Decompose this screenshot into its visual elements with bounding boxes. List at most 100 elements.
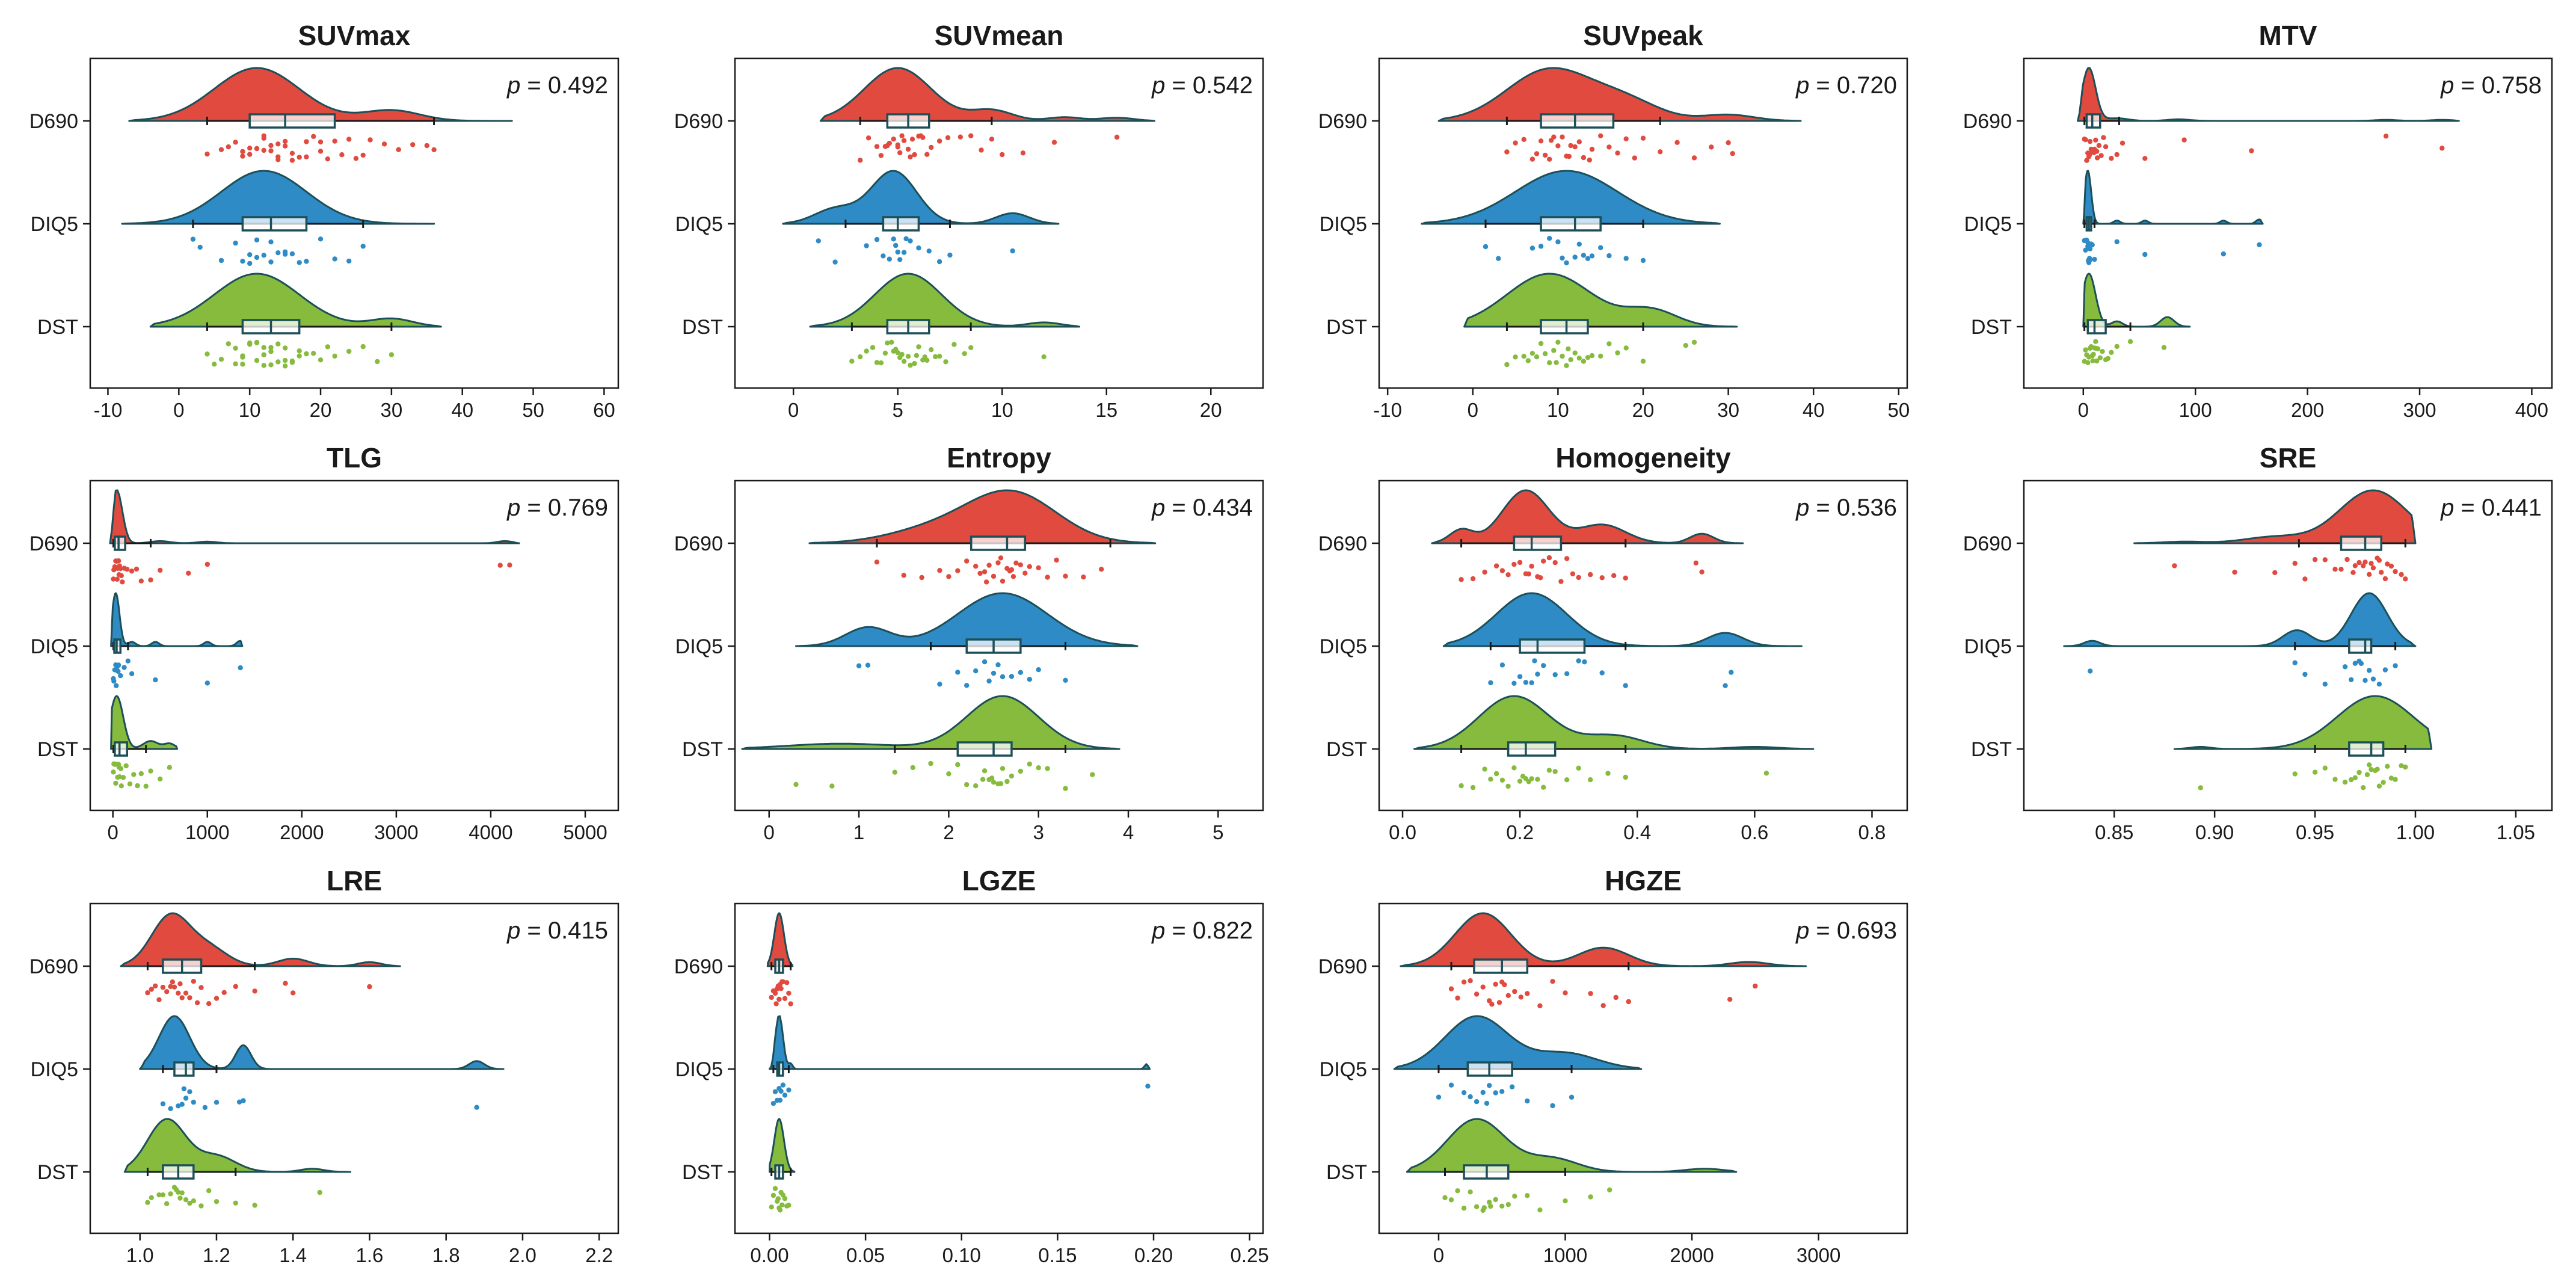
data-point bbox=[2093, 339, 2098, 344]
data-point bbox=[2127, 339, 2133, 344]
p-value-text: = 0.693 bbox=[1816, 917, 1897, 944]
data-point bbox=[233, 984, 238, 990]
density-cloud bbox=[2173, 695, 2433, 750]
data-point bbox=[1640, 257, 1646, 263]
data-point bbox=[311, 351, 316, 356]
data-point bbox=[240, 153, 245, 159]
data-point bbox=[1589, 253, 1595, 259]
data-point bbox=[977, 570, 983, 576]
data-point bbox=[937, 682, 942, 687]
data-point bbox=[1552, 672, 1558, 677]
data-point bbox=[1570, 571, 1576, 577]
data-point bbox=[1550, 1103, 1555, 1109]
x-tick-label: 0.00 bbox=[750, 1244, 788, 1266]
data-point bbox=[929, 347, 934, 353]
data-point bbox=[2221, 251, 2226, 257]
data-point bbox=[1487, 1083, 1492, 1088]
iqr-box bbox=[1519, 638, 1586, 654]
data-point bbox=[179, 1102, 185, 1107]
data-point bbox=[1461, 1090, 1467, 1096]
data-point bbox=[1470, 784, 1476, 790]
data-point bbox=[346, 258, 352, 264]
p-symbol: p bbox=[2440, 495, 2461, 521]
data-point bbox=[928, 760, 933, 766]
data-point bbox=[138, 578, 144, 584]
data-point bbox=[865, 135, 871, 141]
data-point bbox=[187, 1089, 192, 1094]
data-point bbox=[131, 772, 137, 777]
p-value-label: p = 0.434 bbox=[1151, 495, 1253, 521]
data-point bbox=[2091, 150, 2097, 155]
data-point bbox=[2094, 358, 2100, 364]
data-point bbox=[118, 573, 124, 579]
data-point bbox=[968, 345, 974, 351]
data-point bbox=[332, 353, 337, 359]
data-point bbox=[788, 1001, 793, 1006]
group-label: DIQ5 bbox=[31, 635, 78, 658]
data-point bbox=[1576, 139, 1582, 144]
data-point bbox=[1481, 1205, 1487, 1210]
data-point bbox=[218, 357, 224, 362]
x-tick-label: 50 bbox=[1887, 399, 1910, 421]
data-point bbox=[125, 658, 131, 664]
data-point bbox=[2083, 247, 2088, 253]
data-point bbox=[1027, 564, 1033, 569]
data-point bbox=[1727, 997, 1733, 1002]
data-point bbox=[204, 680, 210, 686]
p-value-text: = 0.536 bbox=[1816, 495, 1897, 521]
x-tick-label: 40 bbox=[1803, 399, 1825, 421]
data-point bbox=[289, 150, 295, 156]
data-point bbox=[176, 1103, 181, 1109]
data-point bbox=[2098, 153, 2104, 158]
density-cloud bbox=[1442, 592, 1803, 647]
data-point bbox=[190, 236, 196, 242]
data-point bbox=[2161, 345, 2167, 350]
data-point bbox=[1448, 1082, 1454, 1088]
data-point bbox=[874, 144, 880, 149]
data-point bbox=[135, 783, 140, 789]
data-point bbox=[297, 353, 302, 359]
x-tick-label: 0.25 bbox=[1231, 1244, 1269, 1266]
data-point bbox=[1000, 674, 1006, 680]
data-point bbox=[289, 360, 295, 365]
data-point bbox=[2087, 138, 2093, 144]
data-point bbox=[1526, 571, 1531, 577]
data-point bbox=[1455, 1188, 1460, 1194]
data-point bbox=[955, 670, 961, 675]
data-point bbox=[204, 351, 210, 357]
data-point bbox=[160, 984, 166, 990]
data-point bbox=[214, 1100, 220, 1105]
density-cloud bbox=[121, 170, 435, 225]
data-point bbox=[1499, 568, 1505, 573]
panel-title: Entropy bbox=[947, 442, 1051, 473]
data-point bbox=[983, 579, 989, 585]
series-d690: D690 bbox=[1318, 67, 1802, 163]
data-point bbox=[1753, 983, 1758, 989]
data-point bbox=[2198, 785, 2203, 790]
data-point bbox=[1566, 153, 1572, 159]
data-point bbox=[236, 1099, 242, 1105]
data-point bbox=[261, 135, 266, 141]
data-point bbox=[958, 134, 964, 140]
data-point bbox=[1529, 680, 1534, 686]
data-point bbox=[773, 1001, 779, 1006]
x-tick-label: 1000 bbox=[185, 821, 229, 843]
data-point bbox=[889, 339, 894, 345]
data-point bbox=[832, 259, 838, 265]
data-point bbox=[1674, 140, 1680, 145]
data-point bbox=[1598, 245, 1603, 250]
data-point bbox=[2367, 572, 2372, 577]
data-point bbox=[968, 133, 974, 138]
data-point bbox=[901, 359, 907, 364]
series-dst: DST bbox=[37, 695, 178, 789]
data-point bbox=[909, 137, 915, 142]
p-value-label: p = 0.758 bbox=[2440, 72, 2542, 99]
iqr-box bbox=[1513, 535, 1563, 551]
data-point bbox=[240, 353, 245, 359]
series-diq5: DIQ5 bbox=[31, 1015, 505, 1112]
data-point bbox=[1606, 144, 1612, 150]
iqr-box bbox=[2348, 638, 2373, 654]
data-point bbox=[1461, 979, 1467, 985]
data-point bbox=[254, 146, 260, 152]
data-point bbox=[1480, 1089, 1486, 1096]
